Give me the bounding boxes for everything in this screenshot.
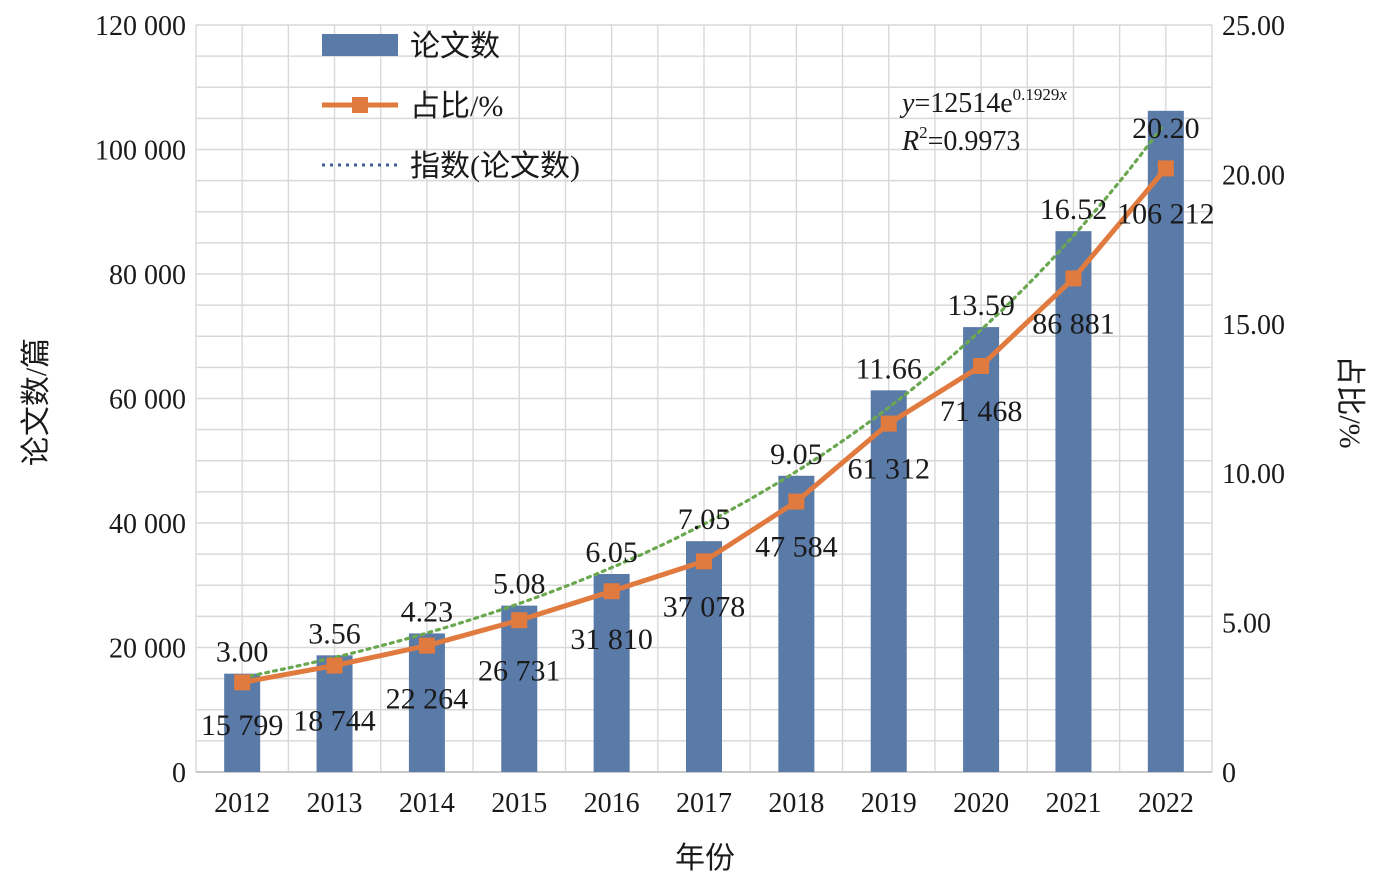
ratio-value-label-2015: 5.08 <box>493 568 546 601</box>
bar-value-label-2015: 26 731 <box>478 655 561 688</box>
ratio-marker-2016 <box>603 583 620 600</box>
ratio-value-label-2012: 3.00 <box>216 636 269 669</box>
y-tick-label: 80 000 <box>109 260 186 291</box>
bar-2021 <box>1055 231 1092 772</box>
ratio-marker-2014 <box>418 637 435 654</box>
bar-value-label-2014: 22 264 <box>386 682 469 715</box>
legend-label-bar: 论文数 <box>410 30 500 63</box>
ratio-marker-2012 <box>234 674 251 691</box>
ratio-marker-2021 <box>1065 270 1082 287</box>
ratio-marker-2015 <box>511 612 528 629</box>
bar-value-label-2020: 71 468 <box>940 395 1023 428</box>
x-tick-label-2014: 2014 <box>399 788 455 819</box>
bar-value-label-2013: 18 744 <box>293 704 376 737</box>
y2-axis-title: 占比/% <box>1333 355 1366 448</box>
x-axis-title: 年份 <box>675 842 735 875</box>
trendline-path <box>240 126 1163 680</box>
x-tick-label-2016: 2016 <box>584 788 640 819</box>
x-tick-label-2019: 2019 <box>861 788 917 819</box>
ratio-value-label-2020: 13.59 <box>947 289 1015 322</box>
ratio-marker-2020 <box>973 357 990 374</box>
x-tick-label-2017: 2017 <box>676 788 732 819</box>
y-tick-label: 60 000 <box>109 385 186 416</box>
ratio-value-label-2019: 11.66 <box>856 352 922 385</box>
ratio-value-label-2022: 20.20 <box>1132 112 1200 145</box>
ratio-value-label-2017: 7.05 <box>678 503 731 536</box>
y-tick-label: 120 000 <box>95 11 186 42</box>
bar-2019 <box>870 390 907 772</box>
ratio-value-label-2018: 9.05 <box>770 438 823 471</box>
y-tick-label: 0 <box>172 758 186 789</box>
ratio-marker-2018 <box>788 493 805 510</box>
y-axis-title: 论文数/篇 <box>20 338 53 466</box>
bar-2015 <box>501 605 538 772</box>
y-tick-label: 40 000 <box>109 509 186 540</box>
legend-swatch-marker <box>352 97 368 113</box>
bar-value-label-2021: 86 881 <box>1032 307 1115 340</box>
ratio-value-label-2014: 4.23 <box>401 595 454 628</box>
legend-label-line: 占比/% <box>410 90 503 123</box>
ratio-marker-2017 <box>696 553 712 570</box>
data-labels: 15 799 18 744 22 264 26 731 31 810 37 078 47 5… <box>201 112 1215 742</box>
bar-2020 <box>963 327 1000 772</box>
trend-equation-y: y=12514e0.1929x <box>899 85 1067 119</box>
x-tick-label-2015: 2015 <box>491 788 547 819</box>
y2-tick-label: 0 <box>1222 758 1236 789</box>
bar-2014 <box>408 633 445 772</box>
x-tick-label-2018: 2018 <box>768 788 824 819</box>
x-tick-label-2020: 2020 <box>953 788 1009 819</box>
bar-2018 <box>778 475 815 772</box>
x-tick-label-2021: 2021 <box>1045 788 1101 819</box>
y-tick-label: 100 000 <box>95 136 186 167</box>
ratio-marker-2022 <box>1157 160 1174 177</box>
trend-equation: y=12514e0.1929x R2=0.9973 <box>899 85 1067 157</box>
ratio-marker-2019 <box>880 415 897 432</box>
bar-value-label-2022: 106 212 <box>1117 197 1215 230</box>
y2-tick-label: 25.00 <box>1222 11 1285 42</box>
bar-value-label-2016: 31 810 <box>570 623 653 656</box>
tick-labels: 0 20 000 40 000 60 000 80 000 100 000 120 000 0… <box>95 11 1285 819</box>
ratio-line <box>234 160 1174 691</box>
legend: 论文数 占比/% 指数(论文数) <box>322 30 580 183</box>
bar-2013 <box>316 655 353 772</box>
ratio-marker-2013 <box>326 657 343 674</box>
trendline <box>240 126 1163 680</box>
x-tick-label-2013: 2013 <box>307 788 363 819</box>
y2-tick-label: 10.00 <box>1222 459 1285 490</box>
legend-swatch-bar <box>322 34 398 56</box>
bar-2017 <box>686 541 722 772</box>
bar-value-label-2019: 61 312 <box>847 453 930 486</box>
x-tick-label-2012: 2012 <box>214 788 270 819</box>
bar-value-label-2012: 15 799 <box>201 709 284 742</box>
ratio-value-label-2016: 6.05 <box>585 536 638 569</box>
bar-2016 <box>593 573 630 772</box>
y2-tick-label: 20.00 <box>1222 160 1285 191</box>
legend-label-trend: 指数(论文数) <box>410 150 580 183</box>
y-tick-label: 20 000 <box>109 634 186 665</box>
ratio-value-label-2021: 16.52 <box>1040 193 1108 226</box>
ratio-value-label-2013: 3.56 <box>308 617 361 650</box>
bars <box>224 110 1184 772</box>
bar-value-label-2018: 47 584 <box>755 531 838 564</box>
bar-value-label-2017: 37 078 <box>663 590 746 623</box>
bar-2022 <box>1147 110 1184 772</box>
y2-tick-label: 5.00 <box>1222 609 1271 640</box>
x-tick-label-2022: 2022 <box>1138 788 1194 819</box>
trend-equation-r2: R2=0.9973 <box>901 123 1020 157</box>
y2-tick-label: 15.00 <box>1222 310 1285 341</box>
